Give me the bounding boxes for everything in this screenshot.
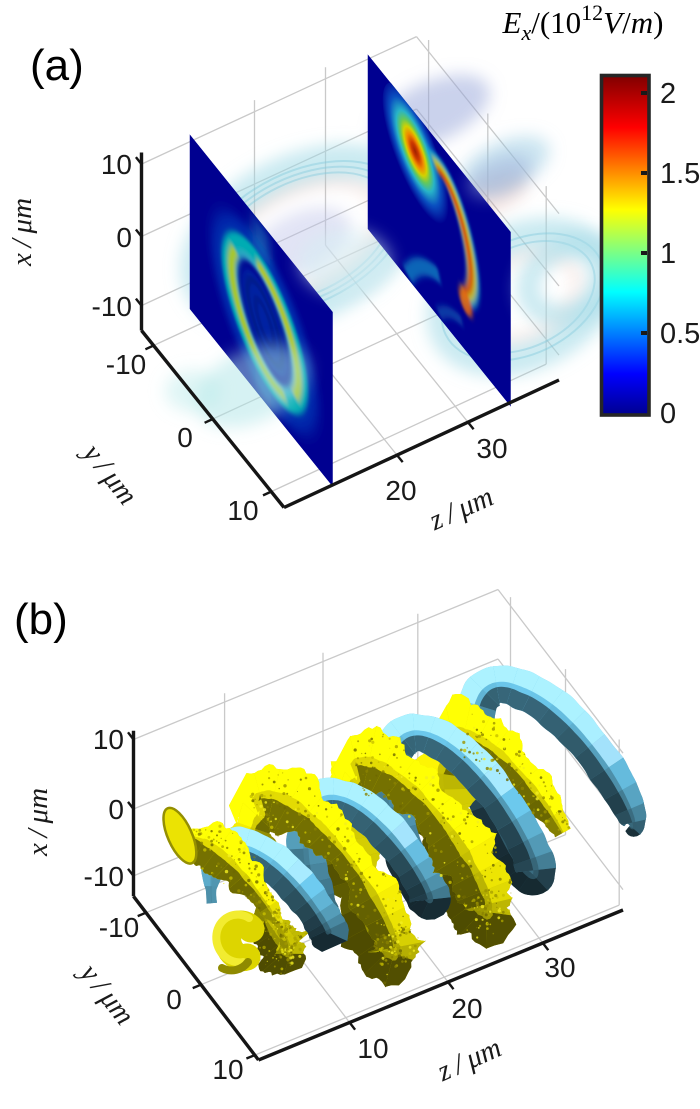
svg-text:0: 0 [108,794,124,825]
svg-text:-10: -10 [99,912,139,943]
svg-text:1: 1 [660,238,676,270]
svg-text:20: 20 [451,993,482,1024]
svg-text:0: 0 [116,222,132,253]
svg-text:-10: -10 [106,349,146,380]
svg-text:20: 20 [385,475,416,506]
svg-text:0: 0 [166,984,182,1015]
svg-text:x / μm: x / μm [6,198,38,267]
svg-text:10: 10 [357,1033,388,1064]
svg-text:x / μm: x / μm [22,788,54,857]
svg-text:10: 10 [93,724,124,755]
svg-text:10: 10 [101,149,132,180]
svg-text:10: 10 [227,495,258,526]
svg-text:30: 30 [476,433,507,464]
svg-text:10: 10 [212,1054,243,1085]
svg-text:-10: -10 [92,291,132,322]
svg-text:-10: -10 [84,861,124,892]
svg-text:1.5: 1.5 [660,158,700,190]
svg-text:30: 30 [544,952,575,983]
svg-text:(a): (a) [30,41,84,90]
svg-text:0.5: 0.5 [660,318,700,350]
svg-text:0: 0 [177,422,193,453]
svg-text:2: 2 [660,78,676,110]
svg-text:0: 0 [660,398,676,430]
svg-text:(b): (b) [14,595,68,644]
